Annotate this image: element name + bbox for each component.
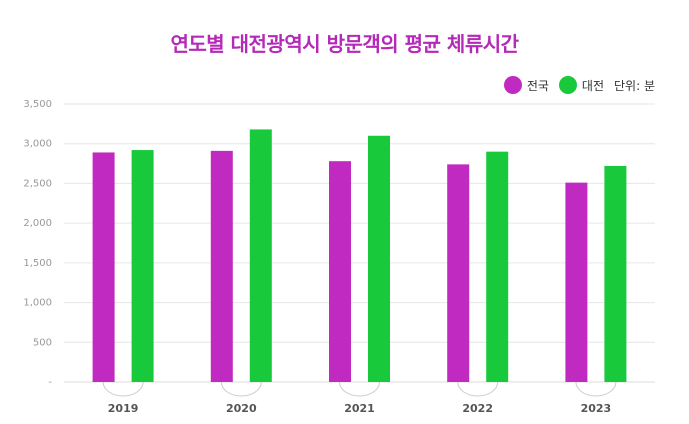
unit-label: 단위: 분 bbox=[614, 78, 655, 93]
category-arc bbox=[457, 381, 499, 397]
y-tick-label: 500 bbox=[33, 337, 52, 348]
legend-item-national: 전국 bbox=[503, 76, 549, 94]
y-tick-label: - bbox=[48, 377, 52, 388]
category-arc bbox=[339, 381, 380, 397]
y-tick-label: 2,500 bbox=[23, 178, 52, 189]
category-arc bbox=[220, 381, 262, 397]
y-tick-label: 1,500 bbox=[23, 258, 52, 269]
x-tick-label: 2023 bbox=[581, 402, 612, 415]
y-tick-label: 2,000 bbox=[23, 218, 52, 229]
x-tick-label: 2020 bbox=[226, 402, 257, 415]
y-tick-label: 3,000 bbox=[23, 139, 52, 150]
bar-national bbox=[329, 161, 351, 382]
chart-title: 연도별 대전광역시 방문객의 평균 체류시간 bbox=[170, 32, 519, 56]
bar-daejeon bbox=[604, 165, 627, 382]
x-tick-label: 2019 bbox=[108, 402, 139, 415]
bar-daejeon bbox=[486, 151, 509, 382]
legend-swatch-daejeon bbox=[558, 76, 577, 94]
bar-national bbox=[447, 164, 470, 382]
y-tick-label: 3,500 bbox=[23, 99, 52, 110]
legend-label-daejeon: 대전 bbox=[581, 78, 605, 93]
bar-daejeon bbox=[249, 129, 272, 382]
category-arc bbox=[575, 381, 617, 397]
x-tick-label: 2022 bbox=[462, 402, 493, 415]
legend-swatch-national bbox=[503, 76, 522, 94]
legend-label-national: 전국 bbox=[526, 78, 549, 93]
category-arc bbox=[102, 381, 144, 397]
bar-national bbox=[565, 182, 588, 382]
bar-national bbox=[92, 152, 115, 382]
y-tick-label: 1,000 bbox=[23, 298, 52, 309]
bar-national bbox=[210, 150, 233, 382]
x-tick-label: 2021 bbox=[344, 402, 375, 415]
bar-daejeon bbox=[368, 135, 390, 382]
legend-item-daejeon: 대전 bbox=[558, 76, 605, 94]
bar-daejeon bbox=[131, 150, 154, 382]
legend: 전국 대전 단위: 분 bbox=[494, 76, 655, 94]
